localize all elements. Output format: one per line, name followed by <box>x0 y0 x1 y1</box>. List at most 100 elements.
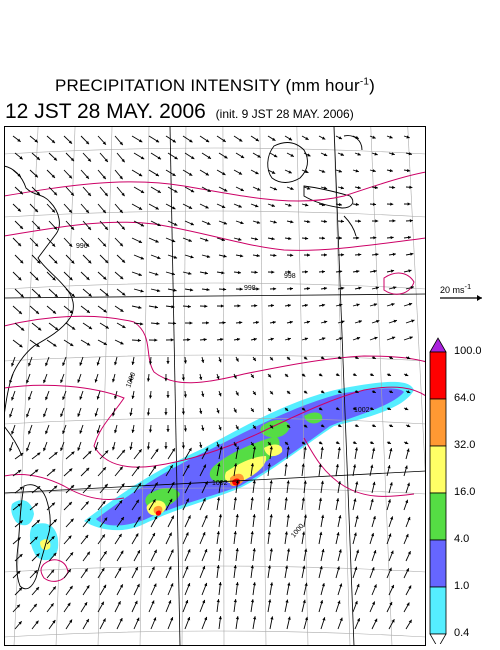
wind-vector <box>369 406 374 411</box>
wind-vector <box>235 424 239 430</box>
wind-vector <box>386 407 392 411</box>
wind-vector <box>403 373 409 377</box>
wind-vector <box>337 286 345 290</box>
wind-vector <box>405 516 411 528</box>
wind-vector <box>96 390 101 400</box>
coastline-layer <box>4 135 363 590</box>
wind-vector <box>352 372 357 377</box>
wind-vector <box>29 502 39 511</box>
map-frame <box>4 126 426 646</box>
wind-vector <box>337 583 343 596</box>
wind-vector <box>369 236 377 240</box>
precipitation-area <box>264 444 283 457</box>
wind-vector <box>235 390 239 396</box>
wind-vector <box>165 498 173 511</box>
wind-vector <box>148 498 156 511</box>
wind-vector <box>201 152 212 160</box>
wind-vector <box>65 518 74 528</box>
wind-vector <box>386 441 392 445</box>
wind-vector <box>405 390 411 394</box>
wind-vector <box>352 236 360 240</box>
wind-vector <box>62 390 67 401</box>
wind-vector <box>77 373 82 383</box>
wind-vector <box>286 152 295 158</box>
wind-vector <box>99 288 109 297</box>
wind-vector <box>405 482 410 494</box>
wind-vector <box>284 531 288 545</box>
wind-vector <box>320 514 325 528</box>
wind-vector <box>371 185 379 190</box>
wind-vector <box>303 390 308 394</box>
wind-vector <box>218 321 226 325</box>
wind-vector <box>31 519 41 528</box>
wind-vector <box>29 169 39 178</box>
wind-vector <box>252 446 257 460</box>
wind-vector <box>99 517 108 528</box>
wind-vector <box>284 303 291 308</box>
wind-vector <box>303 219 311 224</box>
wind-vector <box>250 565 254 579</box>
wind-vector <box>318 303 326 307</box>
title-text: PRECIPITATION INTENSITY (mm hour <box>54 76 360 95</box>
wind-vector <box>403 135 410 139</box>
wind-vector <box>233 337 241 342</box>
wind-vector <box>146 407 151 416</box>
wind-vector <box>252 152 261 158</box>
longitude-line <box>222 126 225 646</box>
wind-vector <box>97 500 106 511</box>
wind-vector <box>146 373 151 382</box>
wind-vector <box>386 499 391 511</box>
wind-vector <box>286 514 290 528</box>
wind-vector <box>114 356 118 366</box>
wind-vector <box>403 499 409 511</box>
wind-vector <box>116 152 126 163</box>
wind-vector <box>165 135 177 143</box>
wind-vector <box>46 569 55 579</box>
wind-vector <box>164 407 168 416</box>
wind-vector <box>301 407 306 411</box>
wind-vector <box>182 135 193 143</box>
colorbar-tick-label: 64.0 <box>454 392 476 404</box>
wind-vector <box>320 186 328 190</box>
wind-vector <box>335 498 340 511</box>
wind-vector <box>77 441 82 451</box>
wind-vector <box>116 254 126 264</box>
wind-vector <box>267 270 275 274</box>
wind-vector <box>63 169 73 179</box>
wind-vector <box>82 450 92 460</box>
colorbar-tick-label: 32.0 <box>454 439 476 451</box>
latitude-line <box>4 210 426 218</box>
wind-vector <box>45 356 50 367</box>
latitude-line <box>4 417 426 425</box>
wind-vector <box>352 532 357 545</box>
wind-vector <box>337 253 345 257</box>
wind-vector <box>267 237 275 241</box>
wind-vector <box>352 269 360 274</box>
wind-vector <box>352 336 361 341</box>
wind-vector <box>131 499 140 511</box>
wind-vector <box>9 407 14 418</box>
wind-vector <box>386 269 395 273</box>
wind-vector <box>284 203 292 207</box>
wind-vector <box>318 337 326 341</box>
wind-vector <box>99 550 107 562</box>
wind-vector <box>14 288 24 298</box>
wind-vector <box>65 619 73 630</box>
wind-vector <box>97 169 107 180</box>
wind-vector <box>252 253 260 258</box>
colorbar-tick-label: 16.0 <box>454 486 476 498</box>
wind-vector <box>99 152 109 163</box>
wind-vector <box>14 152 24 160</box>
wind-vector <box>216 271 225 275</box>
wind-vector <box>12 169 22 178</box>
wind-vector <box>269 253 277 257</box>
wind-vector <box>31 322 42 331</box>
wind-vector <box>14 254 24 264</box>
wind-vector <box>14 220 24 230</box>
wind-vector <box>65 451 75 460</box>
wind-vector <box>199 135 210 143</box>
wind-vector <box>48 518 58 528</box>
wind-vector <box>233 304 241 308</box>
wind-vector <box>320 548 325 562</box>
wind-vector <box>12 339 23 348</box>
